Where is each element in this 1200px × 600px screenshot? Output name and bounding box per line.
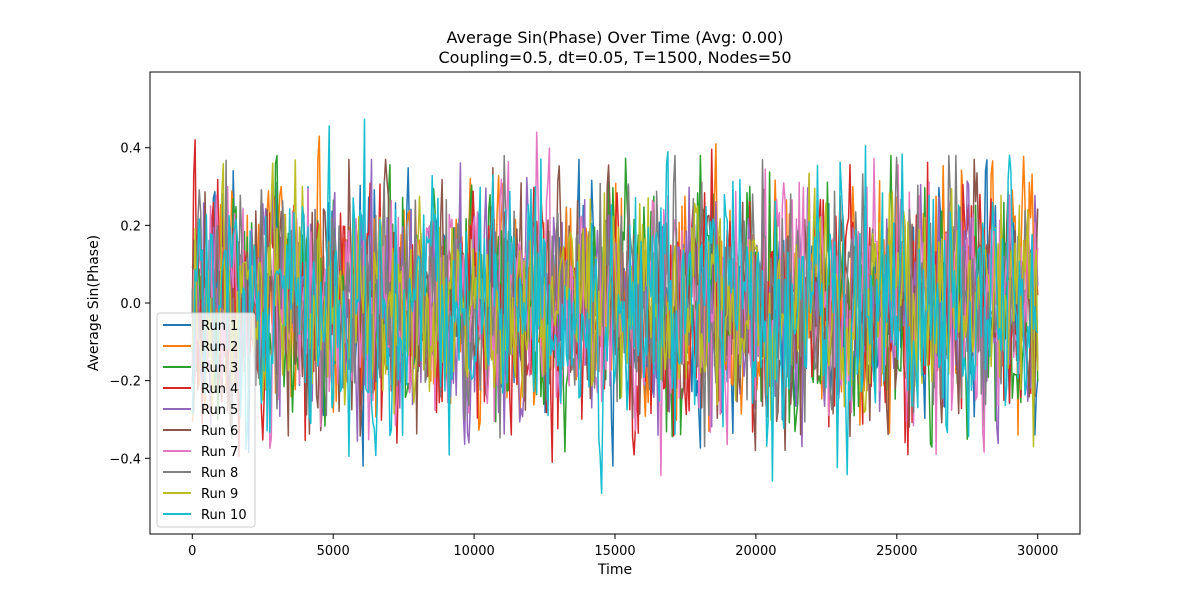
series-layer: [191, 118, 1039, 494]
legend-label-run-8: Run 8: [201, 466, 238, 481]
legend-label-run-5: Run 5: [201, 403, 238, 418]
legend-label-run-2: Run 2: [201, 340, 238, 355]
legend-label-run-3: Run 3: [201, 361, 238, 376]
y-tick-label: 0.0: [120, 297, 141, 312]
x-tick-label: 15000: [594, 544, 635, 559]
y-tick-label: −0.2: [109, 375, 141, 390]
legend-label-run-1: Run 1: [201, 319, 238, 334]
y-tick-label: 0.4: [120, 142, 141, 157]
series-line-run-10: [191, 118, 1039, 494]
legend-label-run-7: Run 7: [201, 445, 238, 460]
x-axis-label: Time: [597, 562, 632, 578]
y-tick-label: −0.4: [109, 452, 141, 467]
y-axis: −0.4 −0.2 0.0 0.2 0.4: [109, 142, 150, 467]
legend-label-run-4: Run 4: [201, 382, 238, 397]
x-tick-label: 0: [188, 544, 196, 559]
x-tick-label: 20000: [735, 544, 776, 559]
legend-label-run-10: Run 10: [201, 508, 247, 523]
chart-title: Average Sin(Phase) Over Time (Avg: 0.00): [447, 28, 784, 47]
y-tick-label: 0.2: [120, 219, 141, 234]
series-line-run-8: [191, 154, 1039, 448]
x-tick-label: 30000: [1017, 544, 1058, 559]
legend: Run 1 Run 2 Run 3 Run 4 Run 5 Run 6 Run 7 Run 8…: [156, 312, 256, 528]
series-line-run-9: [191, 159, 1039, 448]
chart-subtitle: Coupling=0.5, dt=0.05, T=1500, Nodes=50: [438, 48, 791, 67]
x-tick-label: 25000: [876, 544, 917, 559]
x-axis: 0 5000 10000 15000 20000 25000 30000: [188, 534, 1058, 559]
legend-label-run-6: Run 6: [201, 424, 238, 439]
y-axis-label: Average Sin(Phase): [86, 235, 102, 371]
legend-label-run-9: Run 9: [201, 487, 238, 502]
x-tick-label: 10000: [453, 544, 494, 559]
x-tick-label: 5000: [317, 544, 350, 559]
